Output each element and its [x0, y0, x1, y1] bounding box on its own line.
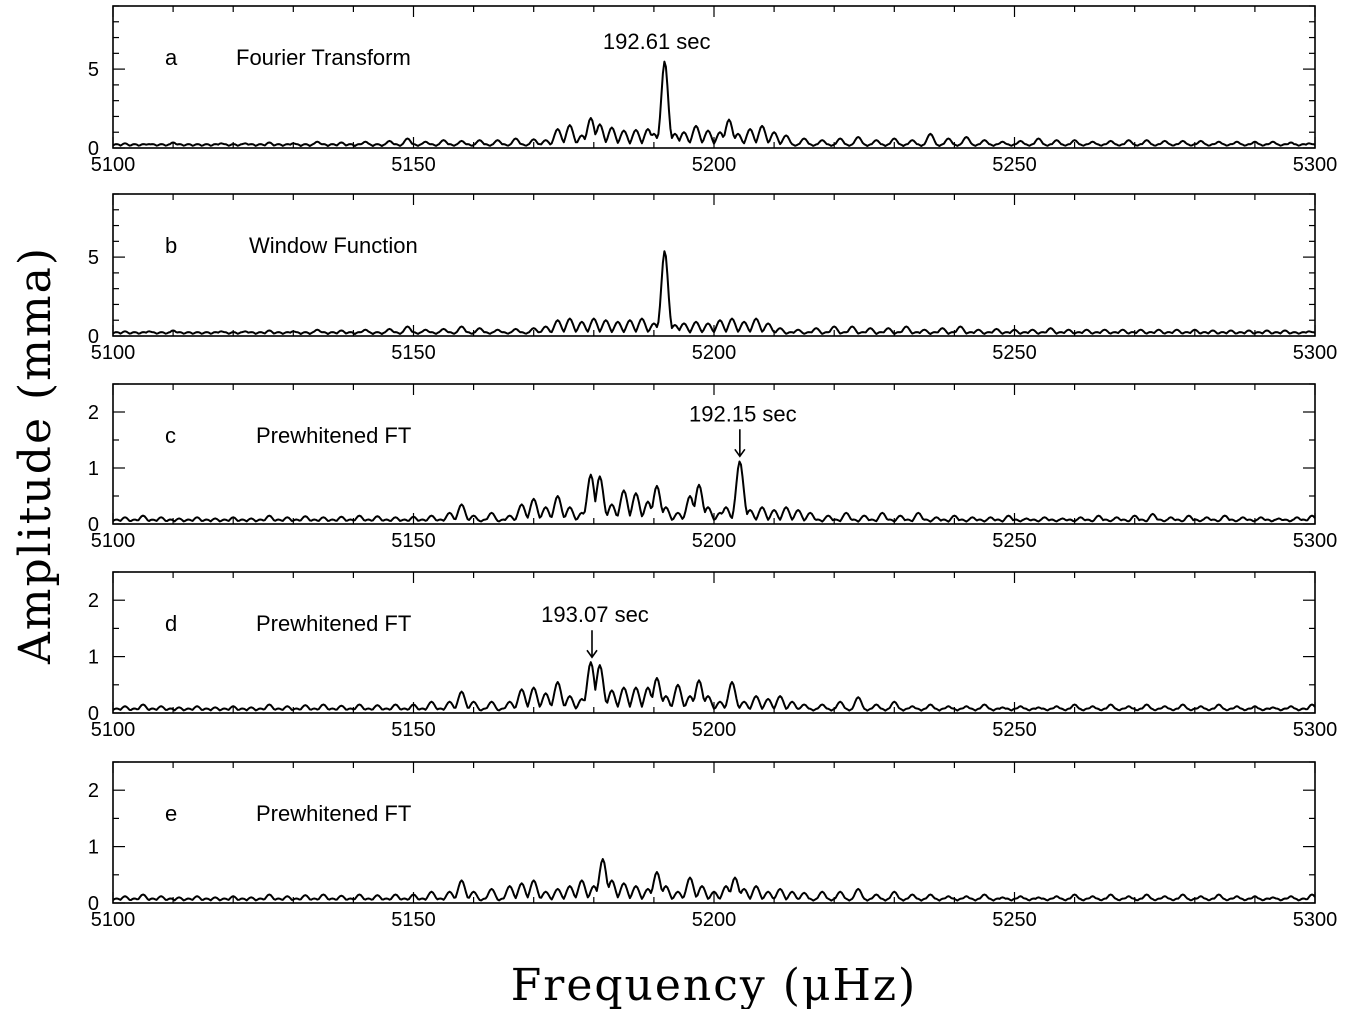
y-tick-label: 5: [88, 59, 99, 81]
x-tick-label: 5200: [692, 530, 737, 552]
plot-frame-e: [112, 761, 1316, 904]
y-tick-label: 0: [88, 893, 99, 915]
spectrum-trace-b: [112, 250, 1316, 335]
panel-c: 5100 5150 5200 5250 5300 0 1 2 c Prewhitened FT 19…: [88, 383, 1338, 552]
annotation-arrow: [586, 630, 598, 659]
x-tick-label: 5300: [1293, 909, 1338, 931]
peak-annotation: 193.07 sec: [541, 602, 649, 627]
y-tick-label: 1: [88, 647, 99, 669]
x-tick-label: 5250: [992, 909, 1037, 931]
y-tick-label: 5: [88, 247, 99, 269]
panel-b: 5100 5150 5200 5250 5300 0 5 b Window Function: [88, 193, 1338, 364]
y-axis-title: Amplitude (mma): [10, 246, 61, 665]
panel-letter: b: [165, 233, 177, 258]
x-tick-label: 5100: [91, 342, 136, 364]
x-tick-label: 5150: [391, 530, 436, 552]
panel-e: 5100 5150 5200 5250 5300 0 1 2 e Prewhitened FT: [88, 761, 1338, 931]
x-tick-label: 5300: [1293, 154, 1338, 176]
panel-letter: d: [165, 611, 177, 636]
peak-annotation: 192.61 sec: [603, 29, 711, 54]
x-tick-label: 5100: [91, 530, 136, 552]
panel-d: 5100 5150 5200 5250 5300 0 1 2 d Prewhitened FT 19…: [88, 571, 1338, 741]
spectrum-trace-e: [112, 858, 1316, 902]
x-axis-title: Frequency (μHz): [511, 960, 917, 1009]
y-tick-label: 1: [88, 458, 99, 480]
y-tick-label: 0: [88, 703, 99, 725]
x-tick-label: 5200: [692, 342, 737, 364]
x-tick-label: 5250: [992, 342, 1037, 364]
x-tick-label: 5300: [1293, 719, 1338, 741]
panel-label: Prewhitened FT: [256, 611, 411, 636]
x-tick-label: 5200: [692, 154, 737, 176]
panel-letter: e: [165, 801, 177, 826]
panel-a: 5100 5150 5200 5250 5300 0 5 a Fourier Transform…: [88, 5, 1338, 176]
panel-label: Prewhitened FT: [256, 423, 411, 448]
y-tick-label: 2: [88, 780, 99, 802]
x-tick-label: 5150: [391, 909, 436, 931]
annotation-arrow: [734, 429, 746, 458]
panel-label: Fourier Transform: [236, 45, 411, 70]
x-tick-label: 5150: [391, 719, 436, 741]
peak-annotation: 192.15 sec: [689, 401, 797, 426]
x-tick-label: 5100: [91, 719, 136, 741]
panel-letter: a: [165, 45, 178, 70]
panel-label: Window Function: [249, 233, 418, 258]
y-tick-label: 2: [88, 590, 99, 612]
x-tick-label: 5100: [91, 154, 136, 176]
plot-frame-d: [112, 571, 1316, 714]
x-tick-label: 5100: [91, 909, 136, 931]
y-tick-label: 2: [88, 402, 99, 424]
x-tick-label: 5300: [1293, 342, 1338, 364]
y-tick-label: 0: [88, 138, 99, 160]
x-tick-label: 5300: [1293, 530, 1338, 552]
y-tick-label: 0: [88, 514, 99, 536]
x-tick-label: 5150: [391, 342, 436, 364]
y-tick-label: 1: [88, 837, 99, 859]
plot-frame-b: [112, 193, 1316, 337]
spectrum-trace-a: [112, 60, 1316, 147]
x-tick-label: 5200: [692, 719, 737, 741]
x-tick-label: 5250: [992, 719, 1037, 741]
panel-letter: c: [165, 423, 176, 448]
x-tick-label: 5250: [992, 154, 1037, 176]
panel-label: Prewhitened FT: [256, 801, 411, 826]
y-tick-label: 0: [88, 326, 99, 348]
x-tick-label: 5250: [992, 530, 1037, 552]
x-tick-label: 5200: [692, 909, 737, 931]
spectrum-trace-c: [112, 460, 1316, 523]
plot-frame-a: [112, 5, 1316, 149]
x-tick-label: 5150: [391, 154, 436, 176]
